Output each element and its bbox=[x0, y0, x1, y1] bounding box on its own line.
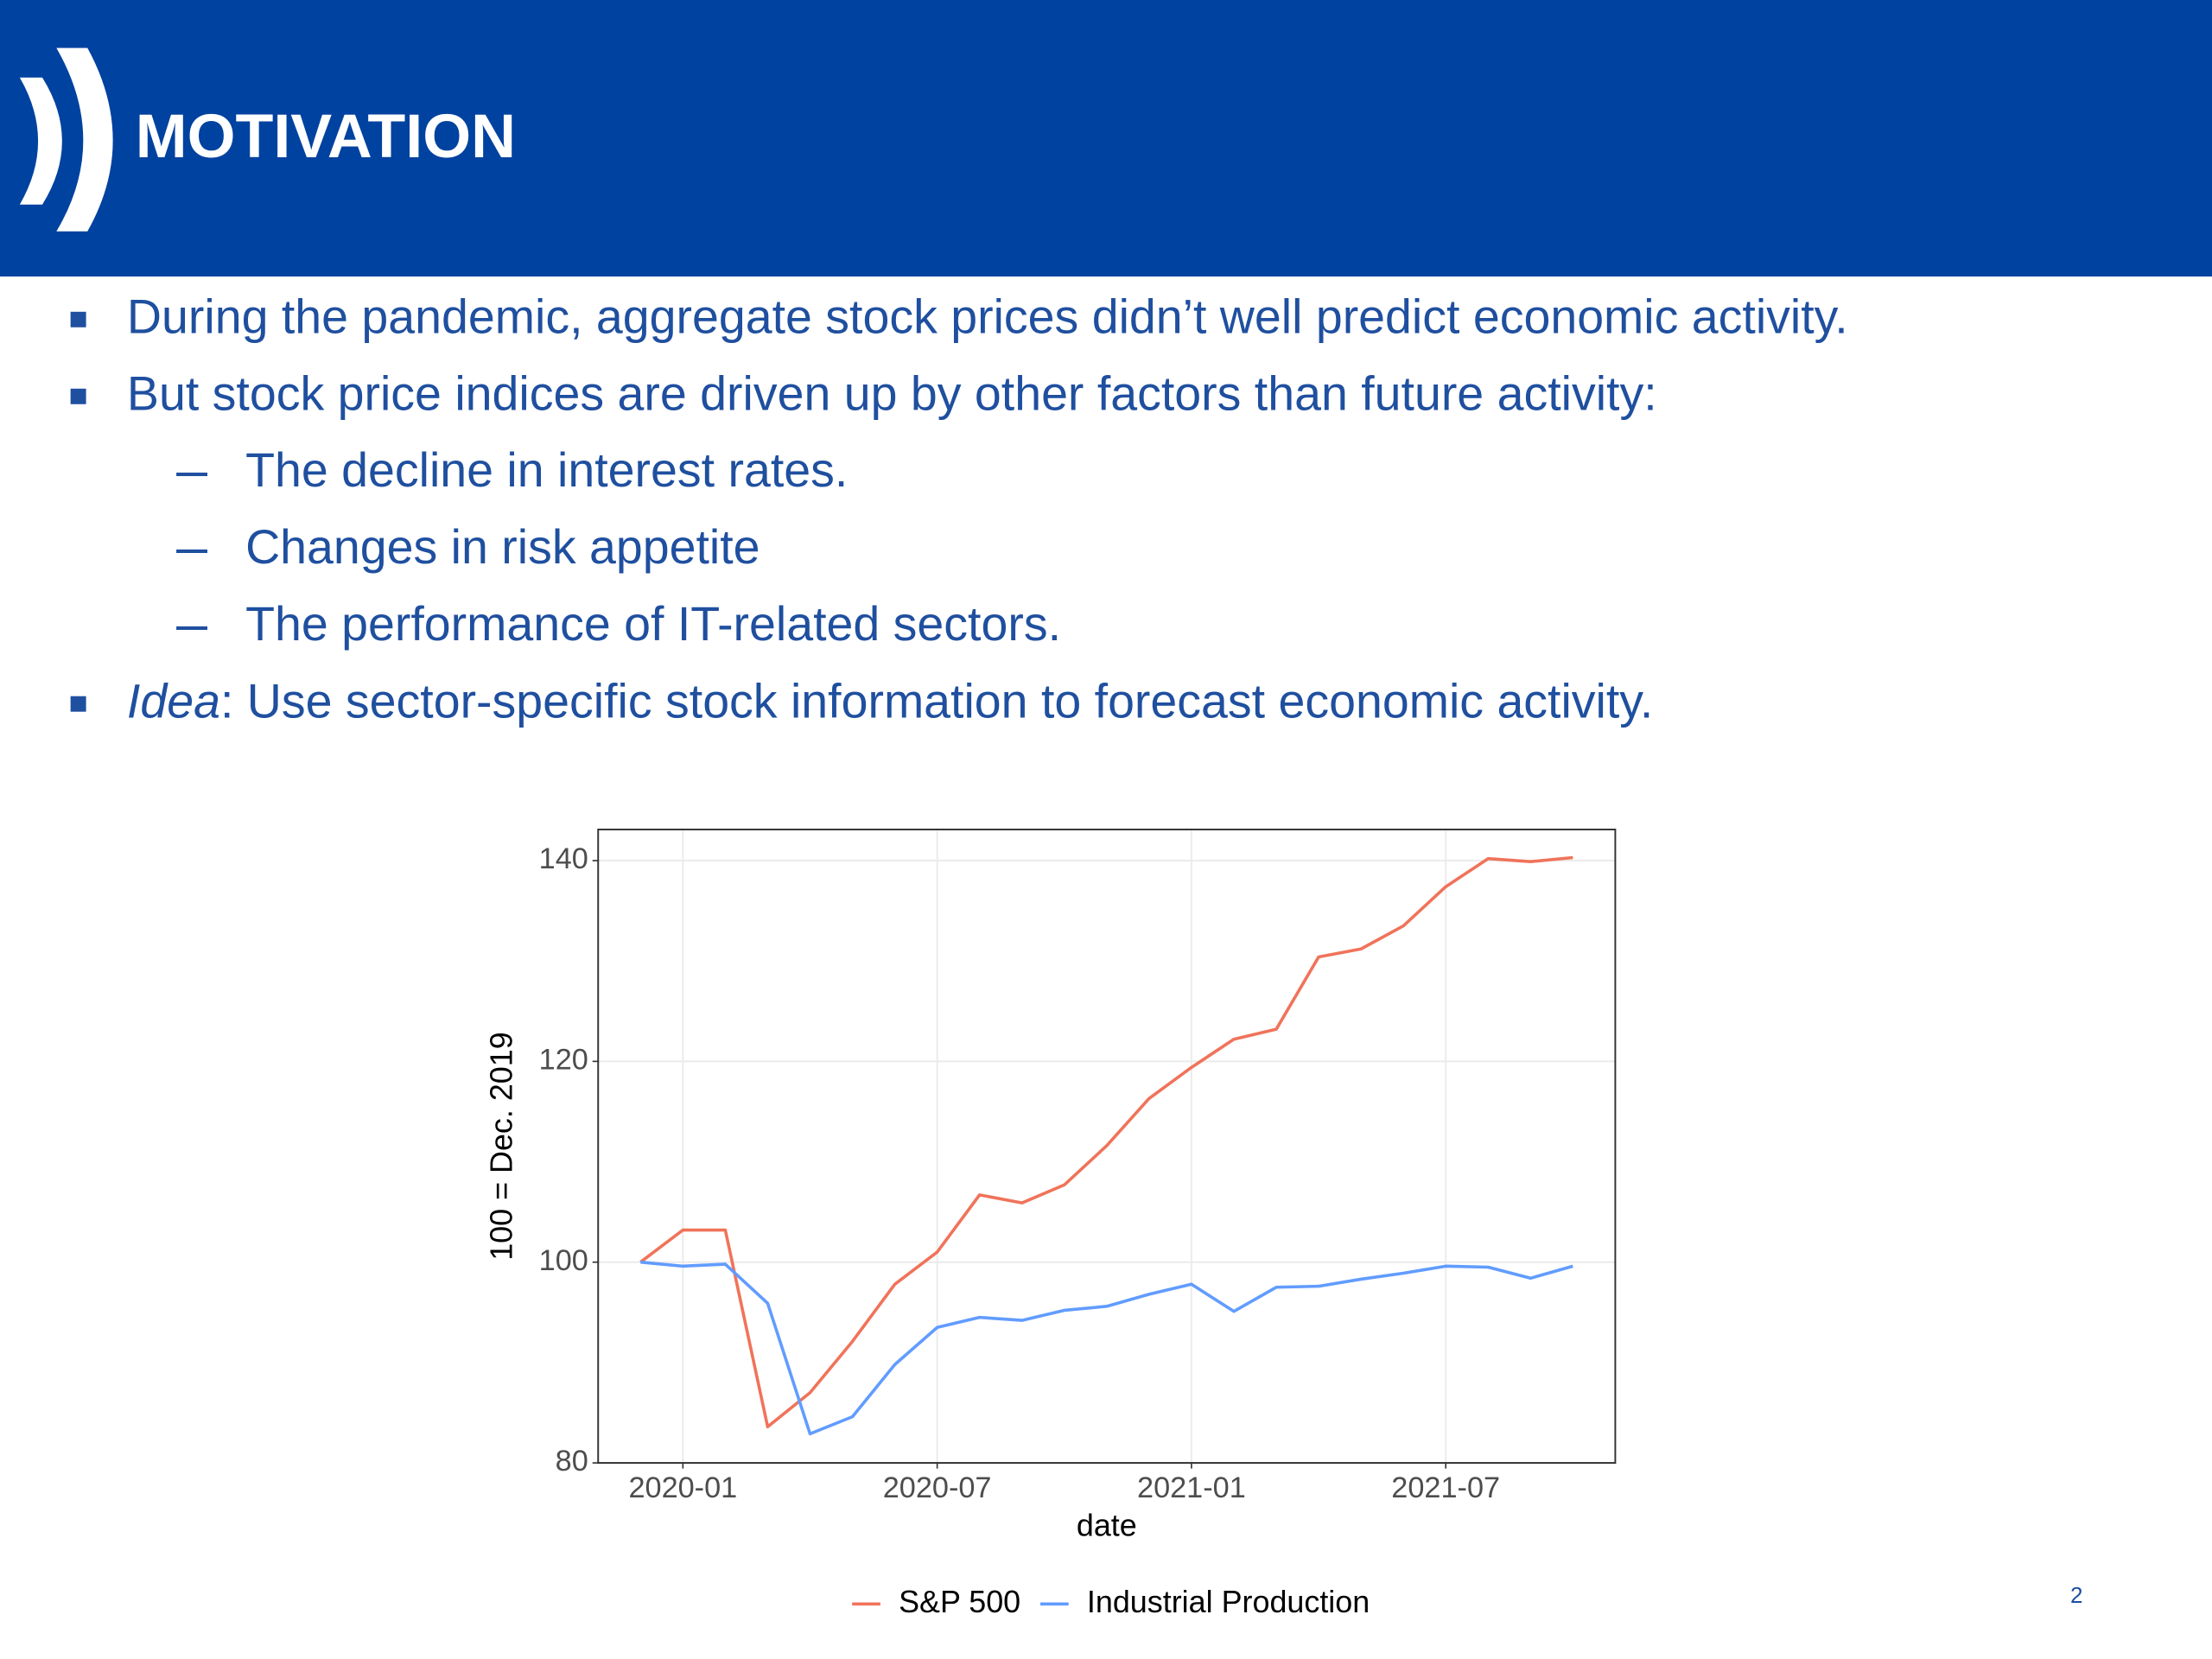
y-tick-label: 140 bbox=[539, 842, 588, 875]
sub-bullet-dash bbox=[176, 626, 207, 630]
sub-bullet-text: The decline in interest rates. bbox=[245, 443, 848, 497]
bullet-text: During the pandemic, aggregate stock pri… bbox=[127, 289, 1848, 343]
bullet-body: But stock price indices are driven up by… bbox=[127, 366, 1657, 420]
legend-item: S&P 500 bbox=[852, 1584, 1020, 1619]
x-tick-label: 2021-01 bbox=[1137, 1471, 1246, 1504]
sub-bullet-dash bbox=[176, 472, 207, 477]
panel-border bbox=[597, 829, 1617, 1465]
logo bbox=[19, 48, 113, 232]
y-tick-label: 120 bbox=[539, 1043, 588, 1076]
sub-bullet-dash bbox=[176, 549, 207, 553]
bullet-marker bbox=[70, 311, 86, 327]
bullet-text: But stock price indices are driven up by… bbox=[127, 366, 1657, 420]
y-tick-label: 100 bbox=[539, 1244, 588, 1277]
x-tick-label: 2021-07 bbox=[1391, 1471, 1500, 1504]
bullet-body: During the pandemic, aggregate stock pri… bbox=[127, 289, 1848, 343]
sub-bullet-text: The performance of IT-related sectors. bbox=[245, 597, 1061, 651]
legend-item: Industrial Production bbox=[1040, 1584, 1370, 1619]
header-bar bbox=[0, 0, 2212, 276]
legend: S&P 500 Industrial Production bbox=[852, 1584, 1370, 1619]
bullet-body: : Use sector-specific stock information … bbox=[220, 674, 1653, 728]
series-line bbox=[639, 855, 1573, 1429]
bullet-marker bbox=[70, 388, 86, 404]
legend-label: Industrial Production bbox=[1087, 1584, 1370, 1619]
series-line bbox=[640, 1260, 1573, 1436]
page-number: 2 bbox=[2070, 1582, 2083, 1608]
x-tick-label: 2020-07 bbox=[883, 1471, 992, 1504]
sub-bullet-text: Changes in risk appetite bbox=[245, 520, 760, 574]
y-tick-label: 80 bbox=[556, 1445, 588, 1478]
bullet-list: During the pandemic, aggregate stock pri… bbox=[70, 289, 1848, 728]
bullet-text: Idea: Use sector-specific stock informat… bbox=[127, 674, 1653, 728]
bullet-emphasis: Idea bbox=[127, 674, 220, 728]
bullet-marker bbox=[70, 696, 86, 712]
y-axis-title: 100 = Dec. 2019 bbox=[483, 1032, 518, 1261]
slide-title: MOTIVATION bbox=[136, 102, 516, 171]
legend-label: S&P 500 bbox=[899, 1584, 1020, 1619]
x-tick-label: 2020-01 bbox=[628, 1471, 737, 1504]
chart: 80 100 120 140 2020-01 2020-07 2021-01 2021-07 d… bbox=[483, 829, 1617, 1619]
x-axis-title: date bbox=[1077, 1508, 1137, 1543]
